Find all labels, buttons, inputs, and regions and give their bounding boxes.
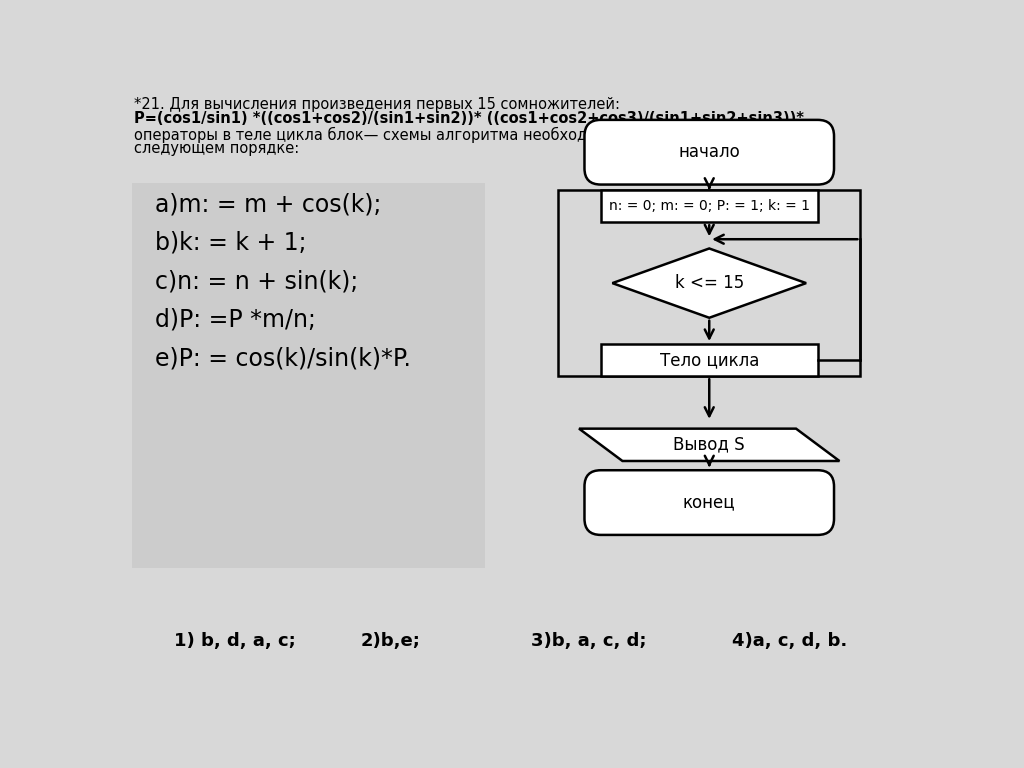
Bar (558, 190, 860, 376)
Bar (601, 190, 818, 222)
Text: следующем порядке:: следующем порядке: (134, 141, 299, 156)
Text: операторы в теле цикла блок— схемы алгоритма необходимо расположить в: операторы в теле цикла блок— схемы алгор… (134, 127, 737, 143)
Text: P=(cos1/sin1) *((cos1+cos2)/(sin1+sin2))* ((cos1+cos2+cos3)/(sin1+sin2+sin3))*..: P=(cos1/sin1) *((cos1+cos2)/(sin1+sin2))… (134, 111, 821, 127)
Text: 1) b, d, a, c;: 1) b, d, a, c; (174, 632, 296, 650)
Text: конец: конец (683, 494, 735, 511)
Text: a)m: = m + cos(k);: a)m: = m + cos(k); (155, 192, 382, 217)
FancyBboxPatch shape (585, 120, 834, 184)
Text: c)n: = n + sin(k);: c)n: = n + sin(k); (155, 270, 358, 293)
Text: начало: начало (678, 143, 740, 161)
Polygon shape (612, 249, 806, 318)
Text: Вывод S: Вывод S (674, 435, 745, 454)
Text: b)k: = k + 1;: b)k: = k + 1; (155, 230, 306, 255)
Polygon shape (579, 429, 840, 461)
Text: e)P: = cos(k)/sin(k)*P.: e)P: = cos(k)/sin(k)*P. (155, 346, 411, 370)
Text: 2)b,e;: 2)b,e; (360, 632, 421, 650)
Bar (601, 344, 818, 376)
Text: 4)a, c, d, b.: 4)a, c, d, b. (732, 632, 848, 650)
Text: Тело цикла: Тело цикла (659, 351, 759, 369)
Text: *21. Для вычисления произведения первых 15 сомножителей:: *21. Для вычисления произведения первых … (134, 97, 621, 112)
Text: 3)b, a, c, d;: 3)b, a, c, d; (531, 632, 646, 650)
Text: n: = 0; m: = 0; P: = 1; k: = 1: n: = 0; m: = 0; P: = 1; k: = 1 (608, 199, 810, 213)
FancyBboxPatch shape (132, 183, 484, 568)
Text: d)P: =P *m/n;: d)P: =P *m/n; (155, 308, 316, 332)
FancyBboxPatch shape (585, 470, 834, 535)
Text: k <= 15: k <= 15 (675, 274, 743, 292)
